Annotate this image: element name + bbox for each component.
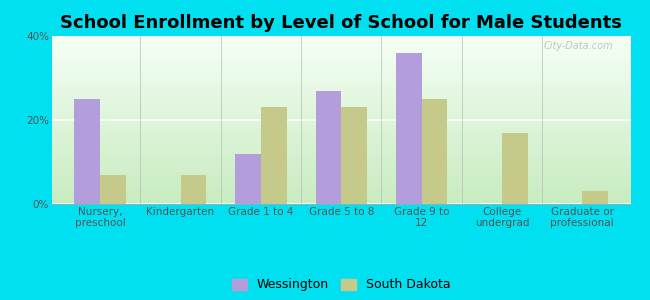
Bar: [582, 191, 608, 204]
Bar: [75, 99, 100, 204]
Bar: [422, 99, 447, 204]
Bar: [235, 154, 261, 204]
Bar: [396, 53, 422, 204]
Legend: Wessington, South Dakota: Wessington, South Dakota: [228, 275, 454, 295]
Bar: [315, 91, 341, 204]
Bar: [235, 154, 261, 204]
Bar: [181, 175, 206, 204]
Title: School Enrollment by Level of School for Male Students: School Enrollment by Level of School for…: [60, 14, 622, 32]
Bar: [341, 107, 367, 204]
Bar: [100, 175, 126, 204]
Bar: [181, 175, 206, 204]
Bar: [75, 99, 100, 204]
Bar: [100, 175, 126, 204]
Bar: [315, 91, 341, 204]
Bar: [582, 191, 608, 204]
Bar: [341, 107, 367, 204]
Text: City-Data.com: City-Data.com: [543, 41, 613, 51]
Bar: [261, 107, 287, 204]
Bar: [396, 53, 422, 204]
Bar: [261, 107, 287, 204]
Bar: [502, 133, 528, 204]
Bar: [422, 99, 447, 204]
Bar: [502, 133, 528, 204]
